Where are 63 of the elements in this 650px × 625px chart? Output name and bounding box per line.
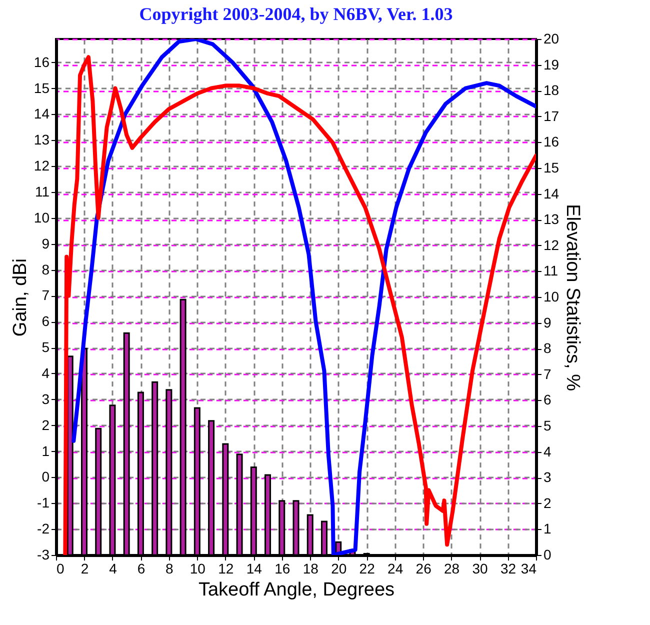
y-tick-label: 12	[34, 158, 50, 174]
y-tick-label: 16	[34, 54, 50, 70]
y2-tick-label: 13	[544, 211, 560, 228]
y2-tick-label: 3	[544, 469, 552, 486]
y-tick-label: 10	[34, 209, 50, 226]
y2-tick-label: 18	[544, 82, 560, 98]
x-tick-label: 8	[166, 560, 174, 576]
y2-tick-label: 20	[544, 30, 560, 46]
y2-tick-label: 16	[544, 134, 560, 150]
y-tick-label: 6	[42, 313, 50, 330]
x-tick-label: 14	[246, 560, 262, 576]
y2-tick-label: 6	[544, 392, 552, 408]
y-tick-label: 1	[42, 442, 50, 459]
y2-tick-label: 17	[544, 108, 560, 124]
x-axis-title: Takeoff Angle, Degrees	[198, 580, 395, 600]
x-tick-label: 0	[56, 560, 64, 576]
y2-tick-label: 15	[544, 160, 560, 176]
y-tick-label: 8	[42, 261, 50, 278]
y-tick-label: 14	[34, 106, 50, 122]
y2-tick-label: 11	[544, 262, 558, 279]
y2-axis-title: Elevation Statistics, %	[562, 204, 584, 392]
x-tick-label: 10	[190, 560, 206, 576]
y2-tick-label: 14	[544, 185, 560, 202]
y-tick-label: 2	[42, 416, 50, 433]
x-tick-label: 4	[109, 560, 118, 576]
x-tick-label: 30	[472, 560, 488, 576]
y-tick-label: 5	[42, 339, 50, 356]
x-tick-label: 18	[302, 560, 319, 576]
x-tick-label: 24	[388, 560, 404, 576]
y-tick-label: -3	[37, 546, 50, 562]
x-tick-label: 20	[331, 560, 347, 576]
y-tick-label: 11	[34, 183, 50, 200]
y-tick-label: -1	[37, 494, 50, 511]
y2-tick-label: 19	[544, 56, 560, 72]
y2-tick-label: 7	[544, 366, 552, 382]
y-tick-label: 9	[42, 235, 50, 252]
x-tick-label: 16	[274, 560, 290, 576]
y2-tick-label: 12	[544, 236, 560, 253]
y-tick-label: -2	[37, 520, 50, 537]
y-tick-label: 0	[42, 468, 50, 485]
y-tick-label: 3	[42, 390, 50, 407]
chart-title: Copyright 2003-2004, by N6BV, Ver. 1.03	[139, 4, 453, 24]
y2-tick-label: 8	[544, 340, 552, 356]
x-tick-label: 28	[444, 560, 460, 576]
x-tick-label: 32	[500, 560, 516, 576]
y-axis-title: Gain, dBi	[10, 258, 31, 337]
y2-tick-label: 10	[544, 288, 560, 304]
y-tick-label: 13	[34, 132, 50, 148]
x-tick-label: 6	[137, 560, 146, 576]
y2-tick-label: 9	[544, 314, 552, 330]
x-tick-label: 22	[359, 560, 376, 576]
y-tick-label: 4	[42, 364, 50, 381]
x-tick-label: 34	[520, 560, 537, 576]
x-tick-label: 2	[80, 560, 89, 576]
y2-tick-label: 0	[544, 546, 552, 562]
y2-tick-label: 1	[544, 520, 552, 537]
y2-tick-label: 5	[544, 418, 552, 434]
y2-tick-label: 4	[544, 443, 552, 460]
y-tick-label: 15	[34, 80, 50, 96]
x-tick-label: 12	[218, 560, 234, 576]
x-tick-label: 26	[416, 560, 432, 576]
y-tick-label: 7	[42, 287, 50, 304]
y2-tick-label: 2	[544, 494, 552, 511]
